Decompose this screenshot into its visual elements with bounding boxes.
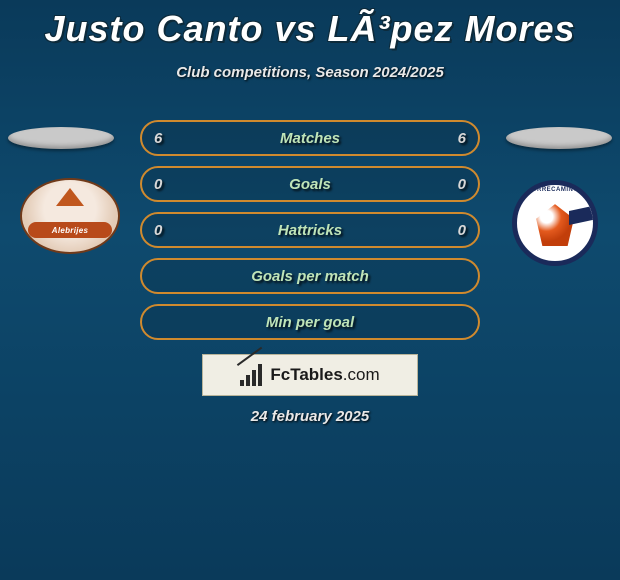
stat-value-left: 0 bbox=[154, 222, 162, 239]
stat-label: Min per goal bbox=[266, 314, 354, 331]
snapshot-date: 24 february 2025 bbox=[0, 408, 620, 425]
stat-bar: 0 Hattricks 0 bbox=[140, 212, 480, 248]
player-right-pill bbox=[506, 127, 612, 149]
club-crest-right: CORRECAMINOS bbox=[512, 180, 598, 266]
competition-subtitle: Club competitions, Season 2024/2025 bbox=[0, 64, 620, 81]
fctables-logo-box: FcTables.com bbox=[202, 354, 418, 396]
stat-value-right: 0 bbox=[458, 176, 466, 193]
stat-bar: 6 Matches 6 bbox=[140, 120, 480, 156]
crest-left-banner: Alebrijes bbox=[28, 222, 112, 238]
stat-value-left: 0 bbox=[154, 176, 162, 193]
stat-bar: 0 Goals 0 bbox=[140, 166, 480, 202]
stat-label: Matches bbox=[280, 130, 340, 147]
stat-bar: Goals per match bbox=[140, 258, 480, 294]
fctables-wordmark: FcTables.com bbox=[270, 365, 379, 385]
stat-label: Goals per match bbox=[251, 268, 369, 285]
page-title: Justo Canto vs LÃ³pez Mores bbox=[0, 0, 620, 50]
stat-value-right: 6 bbox=[458, 130, 466, 147]
player-left-pill bbox=[8, 127, 114, 149]
stat-value-right: 0 bbox=[458, 222, 466, 239]
stats-column: 6 Matches 6 0 Goals 0 0 Hattricks 0 Goals per mat… bbox=[140, 120, 480, 350]
stat-bar: Min per goal bbox=[140, 304, 480, 340]
stat-label: Hattricks bbox=[278, 222, 342, 239]
crest-right-arc: CORRECAMINOS bbox=[519, 187, 591, 205]
stat-label: Goals bbox=[289, 176, 331, 193]
bar-chart-icon bbox=[240, 364, 266, 386]
stat-value-left: 6 bbox=[154, 130, 162, 147]
club-crest-left: Alebrijes bbox=[20, 178, 120, 254]
